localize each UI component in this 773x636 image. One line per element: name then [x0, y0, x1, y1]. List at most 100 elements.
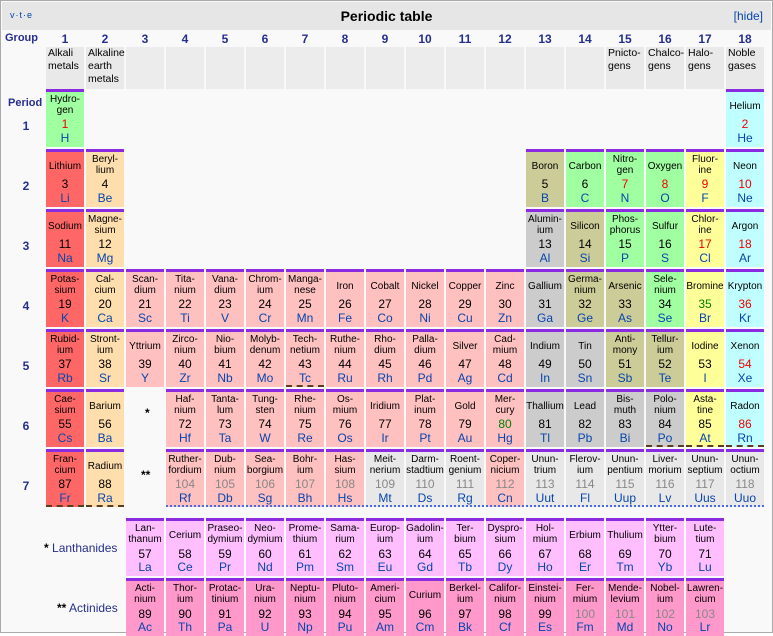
element-symbol[interactable]: Nb	[217, 371, 233, 385]
element-cell-c[interactable]: Carbon 6 C	[566, 149, 604, 207]
element-symbol[interactable]: N	[620, 191, 630, 205]
element-cell-ca[interactable]: Cal-cium 20 Ca	[86, 269, 124, 327]
element-cell-pm[interactable]: Prome-thium 61 Pm	[286, 518, 324, 576]
element-cell-mo[interactable]: Molyb-denum 42 Mo	[246, 329, 284, 387]
element-cell-s[interactable]: Sulfur 16 S	[646, 209, 684, 267]
element-cell-in[interactable]: Indium 49 In	[526, 329, 564, 387]
element-symbol[interactable]: Ag	[457, 371, 473, 385]
element-cell-k[interactable]: Potas-sium 19 K	[46, 269, 84, 327]
element-cell-db[interactable]: Dub-nium 105 Db	[206, 449, 244, 507]
element-symbol[interactable]: Mn	[296, 311, 314, 325]
element-cell-i[interactable]: Iodine 53 I	[686, 329, 724, 387]
element-cell-hs[interactable]: Has-sium 108 Hs	[326, 449, 364, 507]
element-cell-fl[interactable]: Flerov-ium 114 Fl	[566, 449, 604, 507]
element-cell-dy[interactable]: Dyspro-sium 66 Dy	[486, 518, 524, 576]
element-symbol[interactable]: Os	[337, 431, 353, 445]
element-cell-mg[interactable]: Magne-sium 12 Mg	[86, 209, 124, 267]
element-cell-li[interactable]: Lithium 3 Li	[46, 149, 84, 207]
element-cell-bk[interactable]: Berkel-ium 97 Bk	[446, 578, 484, 636]
group-number-17[interactable]: 17	[698, 32, 712, 46]
element-cell-as[interactable]: Arsenic 33 As	[606, 269, 644, 327]
element-symbol[interactable]: Pu	[337, 620, 353, 634]
element-symbol[interactable]: Bk	[457, 620, 472, 634]
element-symbol[interactable]: Db	[217, 491, 233, 505]
element-cell-uus[interactable]: Unun-septium 117 Uus	[686, 449, 724, 507]
element-symbol[interactable]: Md	[616, 620, 634, 634]
element-cell-ba[interactable]: Barium 56 Ba	[86, 389, 124, 447]
group-number-16[interactable]: 16	[658, 32, 672, 46]
element-cell-cu[interactable]: Copper 29 Cu	[446, 269, 484, 327]
element-symbol[interactable]: Au	[457, 431, 473, 445]
element-symbol[interactable]: Y	[140, 371, 149, 385]
element-cell-er[interactable]: Erbium 68 Er	[566, 518, 604, 576]
element-cell-br[interactable]: Bromine 35 Br	[686, 269, 724, 327]
element-symbol[interactable]: Ar	[739, 251, 751, 265]
element-symbol[interactable]: Nd	[257, 560, 273, 574]
element-cell-at[interactable]: Asta-tine 85 At	[686, 389, 724, 447]
element-cell-na[interactable]: Sodium 11 Na	[46, 209, 84, 267]
element-symbol[interactable]: Re	[297, 431, 313, 445]
element-cell-ne[interactable]: Neon 10 Ne	[726, 149, 764, 207]
element-cell-os[interactable]: Os-mium 76 Os	[326, 389, 364, 447]
element-cell-gd[interactable]: Gadolin-ium 64 Gd	[406, 518, 444, 576]
element-symbol[interactable]: Hf	[179, 431, 191, 445]
element-symbol[interactable]: Yb	[657, 560, 673, 574]
group-number-13[interactable]: 13	[538, 32, 552, 46]
group-number-12[interactable]: 12	[498, 32, 512, 46]
element-symbol[interactable]: Sb	[617, 371, 633, 385]
element-cell-bi[interactable]: Bis-muth 83 Bi	[606, 389, 644, 447]
element-cell-sc[interactable]: Scan-dium 21 Sc	[126, 269, 164, 327]
element-cell-pu[interactable]: Pluto-nium 94 Pu	[326, 578, 364, 636]
element-cell-au[interactable]: Gold 79 Au	[446, 389, 484, 447]
element-symbol[interactable]: Ir	[381, 431, 389, 445]
element-cell-rb[interactable]: Rubid-ium 37 Rb	[46, 329, 84, 387]
element-cell-w[interactable]: Tung-sten 74 W	[246, 389, 284, 447]
element-cell-u[interactable]: Ura-nium 92 U	[246, 578, 284, 636]
element-cell-y[interactable]: Yttrium 39 Y	[126, 329, 164, 387]
group-number-18[interactable]: 18	[738, 32, 752, 46]
element-cell-cn[interactable]: Coper-nicium 112 Cn	[486, 449, 524, 507]
element-symbol[interactable]: Pb	[577, 431, 593, 445]
element-symbol[interactable]: Sm	[336, 560, 354, 574]
element-symbol[interactable]: Ce	[177, 560, 193, 574]
element-symbol[interactable]: Hg	[497, 431, 513, 445]
element-symbol[interactable]: Rb	[57, 371, 73, 385]
element-symbol[interactable]: Ca	[97, 311, 113, 325]
element-symbol[interactable]: Rf	[179, 491, 191, 505]
element-symbol[interactable]: Fe	[337, 311, 352, 325]
element-symbol[interactable]: Pa	[217, 620, 233, 634]
element-cell-la[interactable]: Lan-thanum 57 La	[126, 518, 164, 576]
element-cell-fr[interactable]: Fran-cium 87 Fr	[46, 449, 84, 507]
element-symbol[interactable]: Se	[657, 311, 673, 325]
group-name-18[interactable]: Noble gases	[726, 47, 764, 89]
element-symbol[interactable]: H	[60, 131, 70, 145]
element-cell-bh[interactable]: Bohr-ium 107 Bh	[286, 449, 324, 507]
element-symbol[interactable]: Uuo	[733, 491, 756, 505]
element-cell-ac[interactable]: Acti-nium 89 Ac	[126, 578, 164, 636]
element-symbol[interactable]: Ga	[536, 311, 553, 325]
element-cell-xe[interactable]: Xenon 54 Xe	[726, 329, 764, 387]
element-symbol[interactable]: W	[259, 431, 271, 445]
element-symbol[interactable]: He	[737, 131, 753, 145]
element-cell-ho[interactable]: Hol-mium 67 Ho	[526, 518, 564, 576]
hide-link[interactable]: [hide]	[733, 9, 763, 23]
group-name-2[interactable]: Alkaline earth metals	[86, 47, 125, 89]
element-cell-ge[interactable]: Germa-nium 32 Ge	[566, 269, 604, 327]
element-cell-se[interactable]: Sele-nium 34 Se	[646, 269, 684, 327]
element-cell-h[interactable]: Hydro-gen 1 H	[46, 89, 84, 147]
element-symbol[interactable]: B	[540, 191, 549, 205]
group-number-10[interactable]: 10	[418, 32, 432, 46]
element-symbol[interactable]: Cu	[457, 311, 473, 325]
element-cell-pb[interactable]: Lead 82 Pb	[566, 389, 604, 447]
element-cell-rg[interactable]: Roent-genium 111 Rg	[446, 449, 484, 507]
element-cell-pr[interactable]: Praseo-dymium 59 Pr	[206, 518, 244, 576]
element-cell-zn[interactable]: Zinc 30 Zn	[486, 269, 524, 327]
element-cell-pt[interactable]: Plat-inum 78 Pt	[406, 389, 444, 447]
element-symbol[interactable]: Am	[376, 620, 394, 634]
element-symbol[interactable]: Ho	[537, 560, 553, 574]
element-cell-uut[interactable]: Unun-trium 113 Uut	[526, 449, 564, 507]
element-cell-no[interactable]: Nobel-ium 102 No	[646, 578, 684, 636]
element-cell-pd[interactable]: Palla-dium 46 Pd	[406, 329, 444, 387]
element-symbol[interactable]: As	[617, 311, 632, 325]
element-cell-be[interactable]: Beryl-lium 4 Be	[86, 149, 124, 207]
